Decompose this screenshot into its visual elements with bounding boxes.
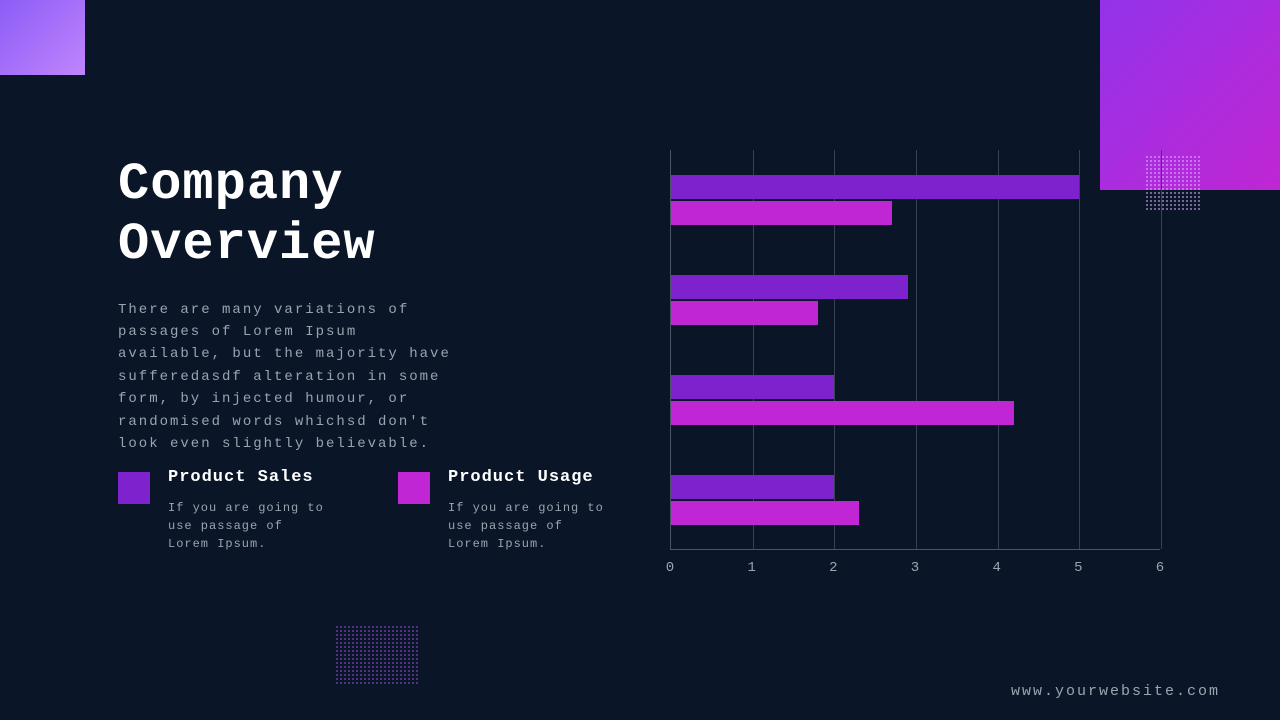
chart-bar <box>671 275 908 299</box>
chart-bar <box>671 201 892 225</box>
chart-bar <box>671 401 1014 425</box>
accent-top-left <box>0 0 85 75</box>
chart-x-tick-label: 6 <box>1156 560 1164 576</box>
legend-item: Product Usage If you are going to use pa… <box>398 468 608 553</box>
chart-bar <box>671 175 1079 199</box>
legend-item: Product Sales If you are going to use pa… <box>118 468 328 553</box>
legend-desc: If you are going to use passage of Lorem… <box>448 499 608 553</box>
legend-swatch <box>118 472 150 504</box>
chart-bar <box>671 475 834 499</box>
chart-gridline <box>998 150 999 549</box>
description-text: There are many variations of passages of… <box>118 299 458 456</box>
chart-x-tick-label: 3 <box>911 560 919 576</box>
chart-x-tick-label: 4 <box>992 560 1000 576</box>
chart-x-tick-label: 5 <box>1074 560 1082 576</box>
overview-chart: 0123456 <box>660 150 1160 590</box>
dot-texture-bottom <box>335 625 420 685</box>
legend-text: Product Sales If you are going to use pa… <box>168 468 328 553</box>
content-left: CompanyOverview There are many variation… <box>118 155 588 455</box>
chart-gridline <box>1079 150 1080 549</box>
legend-text: Product Usage If you are going to use pa… <box>448 468 608 553</box>
chart-plot-area <box>670 150 1160 550</box>
chart-x-axis-labels: 0123456 <box>670 560 1160 585</box>
chart-x-tick-label: 0 <box>666 560 674 576</box>
legend-row: Product Sales If you are going to use pa… <box>118 468 608 553</box>
legend-title: Product Usage <box>448 468 608 487</box>
page-title: CompanyOverview <box>118 155 588 275</box>
legend-desc: If you are going to use passage of Lorem… <box>168 499 328 553</box>
chart-bar <box>671 375 834 399</box>
chart-x-tick-label: 1 <box>747 560 755 576</box>
chart-bar <box>671 301 818 325</box>
legend-swatch <box>398 472 430 504</box>
chart-bar <box>671 501 859 525</box>
chart-x-tick-label: 2 <box>829 560 837 576</box>
legend-title: Product Sales <box>168 468 328 487</box>
chart-gridline <box>916 150 917 549</box>
chart-gridline <box>1161 150 1162 549</box>
footer-url: www.yourwebsite.com <box>1011 683 1220 700</box>
